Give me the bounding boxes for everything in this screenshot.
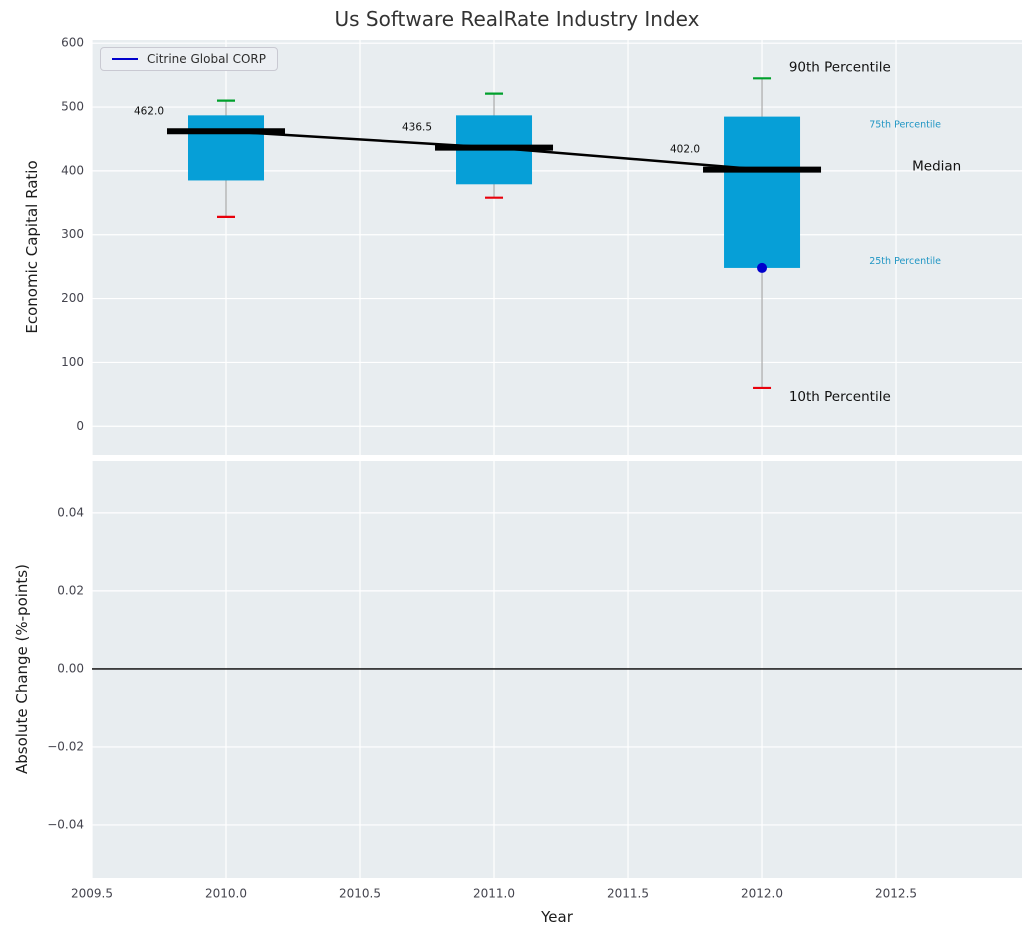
median-value-label-2010: 462.0 — [134, 105, 164, 117]
annotation-75th-percentile: 75th Percentile — [869, 119, 941, 130]
ytick-label-top: 300 — [61, 227, 84, 241]
median-value-label-2012: 402.0 — [670, 144, 700, 156]
xtick-label: 2012.0 — [741, 887, 783, 901]
ytick-label-bot: 0.04 — [57, 505, 84, 519]
xtick-label: 2009.5 — [71, 887, 113, 901]
annotation-10th-percentile: 10th Percentile — [789, 389, 891, 405]
ytick-label-bot: 0.02 — [57, 583, 84, 597]
xtick-label: 2010.5 — [339, 887, 381, 901]
box-2010 — [188, 115, 265, 181]
legend-label: Citrine Global CORP — [147, 52, 266, 66]
xtick-label: 2011.0 — [473, 887, 515, 901]
ytick-label-top: 0 — [76, 419, 84, 433]
ytick-label-bot: −0.04 — [47, 817, 84, 831]
company-dot — [757, 262, 768, 273]
annotation-25th-percentile: 25th Percentile — [869, 256, 941, 267]
plot-background-top — [92, 40, 1022, 455]
legend: Citrine Global CORP — [100, 47, 278, 71]
top-y-axis-label: Economic Capital Ratio — [23, 160, 41, 334]
ytick-label-top: 600 — [61, 36, 84, 50]
legend-line-sample — [112, 58, 138, 60]
annotation-median: Median — [912, 158, 961, 174]
xtick-label: 2011.5 — [607, 887, 649, 901]
ytick-label-bot: 0.00 — [57, 661, 84, 675]
median-value-label-2011: 436.5 — [402, 122, 432, 134]
ytick-label-top: 100 — [61, 355, 84, 369]
ytick-label-top: 500 — [61, 100, 84, 114]
xtick-label: 2010.0 — [205, 887, 247, 901]
box-2012 — [724, 116, 801, 268]
x-axis-label: Year — [541, 908, 573, 926]
ytick-label-top: 400 — [61, 163, 84, 177]
annotation-90th-percentile: 90th Percentile — [789, 59, 891, 75]
ytick-label-bot: −0.02 — [47, 739, 84, 753]
ytick-label-top: 200 — [61, 291, 84, 305]
xtick-label: 2012.5 — [875, 887, 917, 901]
chart-title: Us Software RealRate Industry Index — [334, 7, 700, 31]
bottom-y-axis-label: Absolute Change (%-points) — [13, 564, 31, 774]
